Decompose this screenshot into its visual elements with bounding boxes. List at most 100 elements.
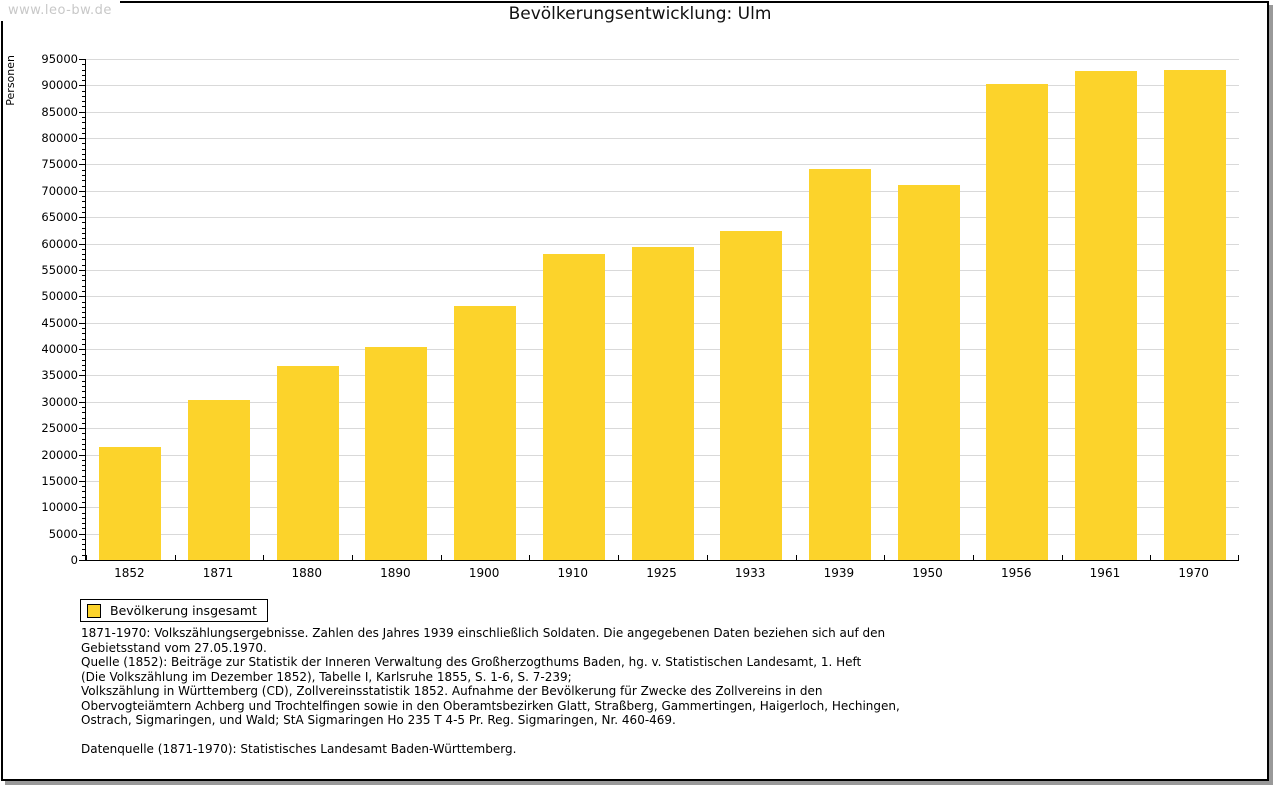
y-major-tick — [79, 217, 85, 219]
y-major-tick — [79, 375, 85, 377]
y-minor-tick — [82, 385, 85, 387]
x-tick-label: 1880 — [291, 566, 322, 580]
y-tick-label: 40000 — [41, 342, 78, 357]
y-major-tick — [79, 138, 85, 140]
bar-1852 — [99, 447, 162, 560]
y-major-tick — [79, 85, 85, 87]
y-minor-tick — [82, 433, 85, 435]
y-major-tick — [79, 111, 85, 113]
y-minor-tick — [82, 95, 85, 97]
y-minor-tick — [82, 354, 85, 356]
y-tick-label: 65000 — [41, 210, 78, 225]
y-minor-tick — [82, 422, 85, 424]
y-minor-tick — [82, 496, 85, 498]
y-major-tick — [79, 533, 85, 535]
gridline — [86, 138, 1239, 140]
y-tick-label: 20000 — [41, 447, 78, 462]
y-tick-label: 70000 — [41, 183, 78, 198]
y-axis-ticks — [0, 59, 85, 561]
y-minor-tick — [82, 538, 85, 540]
y-minor-tick — [82, 206, 85, 208]
gridline — [86, 59, 1239, 60]
y-minor-tick — [82, 491, 85, 493]
y-axis-labels: 0 5000 10000 15000 20000 25000 30000 35000 40000… — [0, 53, 78, 569]
y-major-tick — [79, 243, 85, 245]
y-minor-tick — [82, 280, 85, 282]
x-tick-label: 1961 — [1089, 566, 1121, 580]
y-major-tick — [79, 454, 85, 456]
y-tick-label: 10000 — [41, 500, 78, 515]
y-minor-tick — [82, 74, 85, 76]
x-axis-tick — [884, 555, 886, 560]
x-axis-tick — [618, 555, 620, 560]
y-major-tick — [79, 480, 85, 482]
bar-1950 — [897, 185, 960, 560]
x-tick-label: 1970 — [1178, 566, 1209, 580]
y-minor-tick — [82, 132, 85, 134]
y-major-tick — [79, 401, 85, 403]
y-minor-tick — [82, 169, 85, 171]
y-minor-tick — [82, 343, 85, 345]
y-minor-tick — [82, 465, 85, 467]
y-tick-label: 75000 — [41, 157, 78, 172]
y-minor-tick — [82, 291, 85, 293]
y-tick-label: 55000 — [41, 262, 78, 277]
bar-1880 — [276, 366, 339, 560]
y-major-tick — [79, 349, 85, 351]
y-minor-tick — [82, 459, 85, 461]
y-minor-tick — [82, 259, 85, 261]
y-major-tick — [79, 560, 85, 561]
y-minor-tick — [82, 301, 85, 303]
footnote-line — [81, 728, 1201, 743]
bar-1890 — [365, 346, 428, 560]
y-minor-tick — [82, 312, 85, 314]
y-minor-tick — [82, 64, 85, 66]
y-minor-tick — [82, 122, 85, 124]
y-minor-tick — [82, 380, 85, 382]
y-minor-tick — [82, 148, 85, 150]
y-tick-label: 5000 — [48, 526, 78, 541]
x-tick-label: 1900 — [468, 566, 500, 580]
x-tick-label: 1852 — [114, 566, 145, 580]
y-minor-tick — [82, 412, 85, 414]
x-axis-tick — [1238, 555, 1239, 560]
y-tick-label: 85000 — [41, 104, 78, 119]
y-minor-tick — [82, 175, 85, 177]
chart-title: Bevölkerungsentwicklung: Ulm — [508, 4, 772, 24]
y-minor-tick — [82, 549, 85, 551]
bar-1925 — [631, 247, 694, 560]
y-minor-tick — [82, 317, 85, 319]
y-major-tick — [79, 428, 85, 430]
footnote-line: Ostrach, Sigmaringen, und Wald; StA Sigm… — [81, 713, 676, 727]
footnote-line: Quelle (1852): Beiträge zur Statistik de… — [81, 655, 862, 669]
y-minor-tick — [82, 227, 85, 229]
gridline — [86, 243, 1239, 245]
gridline — [86, 85, 1239, 87]
legend-label: Bevölkerung insgesamt — [110, 603, 257, 618]
y-minor-tick — [82, 554, 85, 556]
y-minor-tick — [82, 264, 85, 266]
bar-1871 — [188, 400, 251, 560]
y-tick-label: 0 — [70, 553, 78, 567]
y-minor-tick — [82, 106, 85, 108]
bar-1939 — [808, 168, 871, 560]
x-tick-label: 1950 — [912, 566, 943, 580]
x-axis-tick — [1150, 555, 1152, 560]
y-minor-tick — [82, 101, 85, 103]
x-tick-label: 1925 — [646, 566, 677, 580]
x-tick-label: 1956 — [1000, 566, 1032, 580]
y-minor-tick — [82, 196, 85, 198]
x-axis-tick — [1061, 555, 1063, 560]
y-minor-tick — [82, 391, 85, 393]
y-tick-label: 60000 — [41, 236, 78, 251]
y-minor-tick — [82, 127, 85, 129]
y-minor-tick — [82, 327, 85, 329]
y-minor-tick — [82, 470, 85, 472]
plot-area — [85, 59, 1239, 561]
y-minor-tick — [82, 285, 85, 287]
y-minor-tick — [82, 364, 85, 366]
footnote-line: Datenquelle (1871-1970): Statistisches L… — [81, 742, 517, 756]
y-minor-tick — [82, 338, 85, 340]
y-minor-tick — [82, 143, 85, 145]
bar-1910 — [542, 254, 605, 560]
